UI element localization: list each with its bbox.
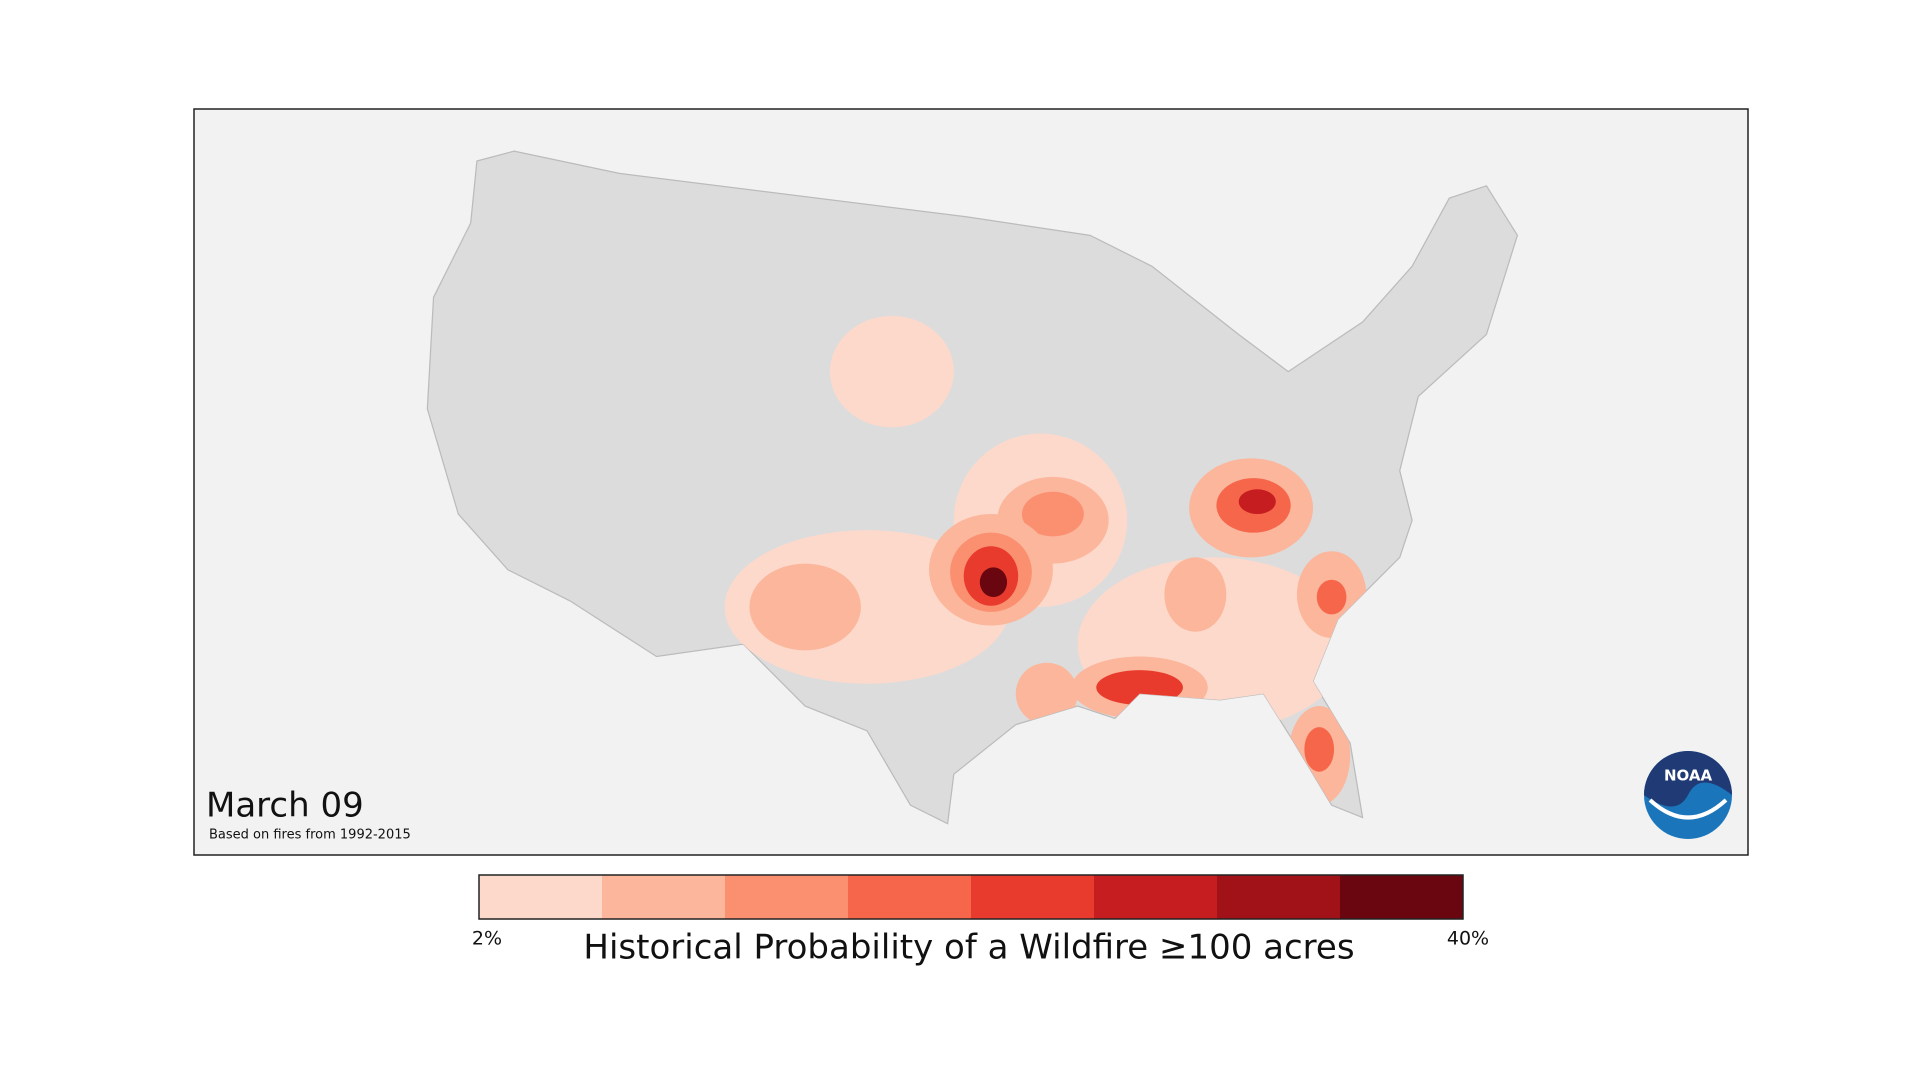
- area: [1238, 489, 1276, 515]
- legend-swatch: [1340, 875, 1464, 919]
- legend-swatch: [479, 875, 603, 919]
- area: [1316, 579, 1347, 615]
- legend-min: 2%: [472, 928, 502, 950]
- map-note: Based on fires from 1992-2015: [209, 828, 411, 843]
- legend-title: Historical Probability of a Wildfire ≥10…: [583, 928, 1354, 968]
- legend-max: 40%: [1447, 928, 1489, 950]
- noaa-logo: NOAA: [1644, 751, 1732, 839]
- legend-swatch: [1094, 875, 1218, 919]
- legend: [479, 875, 1464, 919]
- legend-swatch: [725, 875, 849, 919]
- legend-swatch: [1217, 875, 1341, 919]
- area: [979, 567, 1008, 598]
- area: [1015, 662, 1078, 725]
- area: [1021, 491, 1084, 537]
- legend-swatch: [602, 875, 726, 919]
- area: [1304, 727, 1335, 772]
- legend-frame: [478, 874, 1464, 920]
- legend-swatch: [848, 875, 972, 919]
- area: [749, 563, 861, 651]
- logo-text: NOAA: [1664, 767, 1713, 785]
- legend-swatch: [971, 875, 1095, 919]
- area: [1164, 557, 1227, 632]
- area: [829, 315, 954, 428]
- map-date: March 09: [206, 786, 364, 826]
